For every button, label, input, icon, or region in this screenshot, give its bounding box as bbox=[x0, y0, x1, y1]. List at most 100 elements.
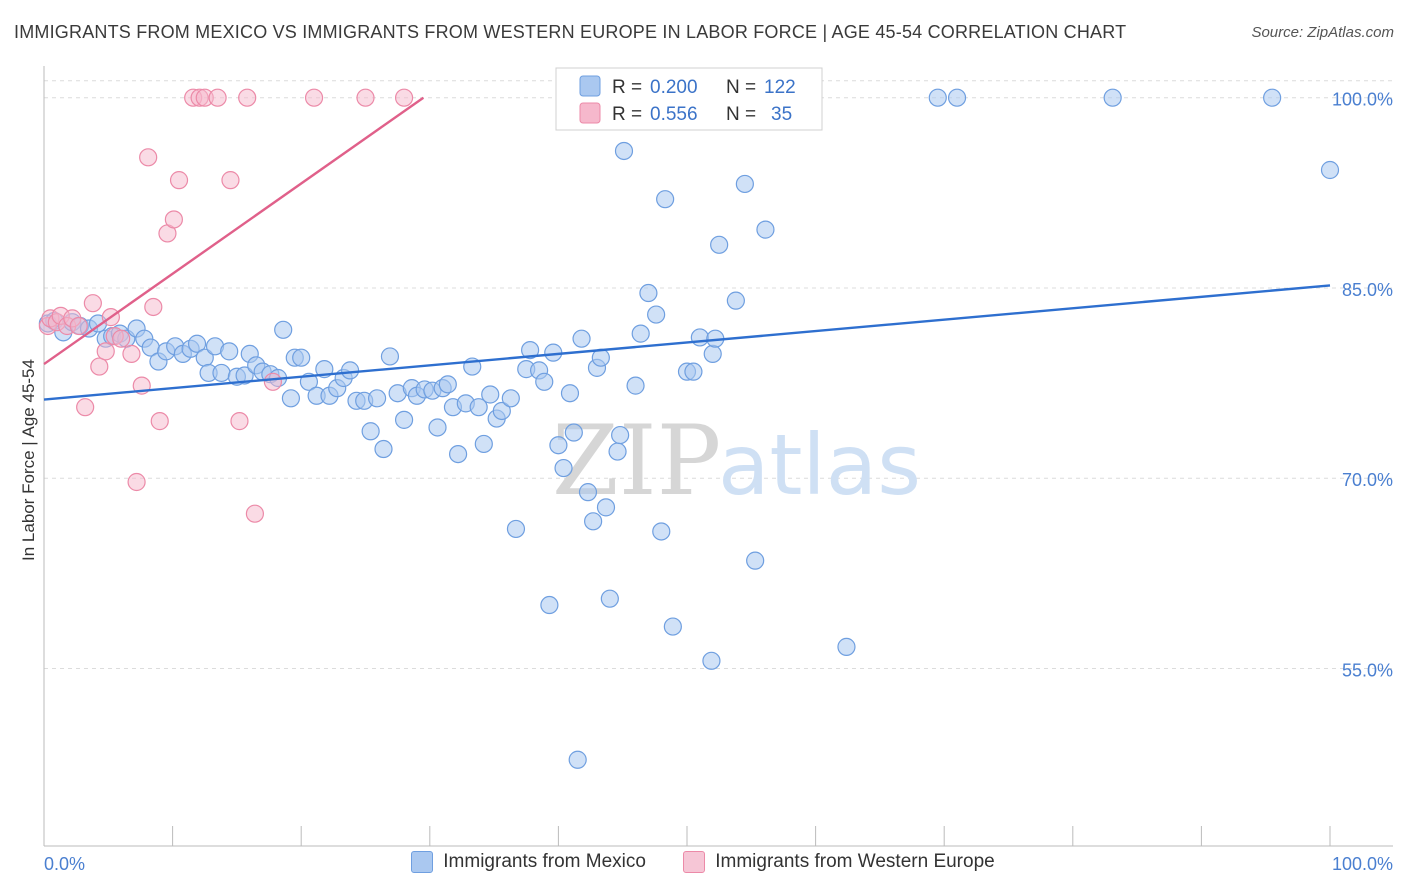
point-mexico-107 bbox=[756, 220, 775, 239]
chart-title: IMMIGRANTS FROM MEXICO VS IMMIGRANTS FRO… bbox=[14, 22, 1127, 42]
point-mexico-86 bbox=[608, 442, 627, 461]
legend-n-label-mexico: N = bbox=[726, 77, 756, 98]
point-mexico-101 bbox=[703, 344, 722, 364]
point-mexico-81 bbox=[584, 512, 603, 531]
point-western-europe-6 bbox=[69, 316, 88, 336]
legend-n-value-western-europe: 35 bbox=[771, 104, 792, 125]
point-mexico-93 bbox=[652, 522, 671, 541]
point-western-europe-31 bbox=[263, 372, 283, 391]
legend-r-value-mexico: 0.200 bbox=[650, 77, 698, 98]
point-mexico-57 bbox=[438, 375, 457, 394]
point-mexico-45 bbox=[361, 422, 380, 441]
point-mexico-84 bbox=[596, 498, 616, 517]
y-tick-labels: 55.0% 70.0% 85.0% 100.0% bbox=[1332, 90, 1393, 681]
x-tick-label-min: 0.0% bbox=[44, 854, 85, 874]
point-mexico-111 bbox=[928, 88, 947, 107]
point-mexico-95 bbox=[663, 617, 682, 636]
bottom-legend: Immigrants from Mexico Immigrants from W… bbox=[0, 851, 1406, 879]
point-western-europe-27 bbox=[221, 171, 240, 190]
point-mexico-32 bbox=[274, 320, 293, 339]
point-mexico-55 bbox=[428, 418, 447, 437]
point-western-europe-19 bbox=[150, 412, 169, 431]
point-mexico-48 bbox=[380, 347, 400, 366]
point-western-europe-33 bbox=[356, 88, 375, 107]
point-mexico-97 bbox=[684, 362, 703, 381]
legend-swatch-mexico bbox=[579, 75, 601, 97]
y-tick-label-0: 55.0% bbox=[1342, 660, 1393, 680]
point-western-europe-13 bbox=[112, 329, 131, 348]
point-western-europe-18 bbox=[144, 297, 163, 317]
legend-swatch-western-europe bbox=[579, 102, 601, 124]
point-mexico-88 bbox=[614, 141, 634, 161]
watermark-atlas: atlas bbox=[718, 416, 921, 514]
point-western-europe-28 bbox=[230, 412, 249, 431]
trend-lines bbox=[43, 96, 1331, 401]
bottom-legend-label-mexico: Immigrants from Mexico bbox=[443, 851, 646, 872]
point-mexico-77 bbox=[560, 384, 580, 403]
point-mexico-67 bbox=[501, 389, 520, 408]
point-mexico-85 bbox=[600, 589, 619, 608]
point-mexico-92 bbox=[647, 305, 666, 324]
point-mexico-104 bbox=[726, 291, 745, 310]
point-mexico-23 bbox=[212, 363, 231, 383]
y-tick-label-2: 85.0% bbox=[1342, 280, 1393, 300]
point-mexico-33 bbox=[281, 389, 301, 408]
point-western-europe-22 bbox=[169, 171, 189, 190]
bottom-legend-swatch-mexico bbox=[411, 851, 434, 873]
point-mexico-50 bbox=[394, 410, 414, 429]
point-mexico-106 bbox=[746, 551, 765, 570]
stats-legend: R = 0.200 N = 122 R = 0.556 N = 35 bbox=[555, 67, 823, 131]
point-western-europe-8 bbox=[83, 294, 102, 313]
point-mexico-112 bbox=[947, 88, 967, 107]
point-western-europe-14 bbox=[122, 344, 141, 364]
point-mexico-87 bbox=[611, 425, 630, 445]
point-mexico-63 bbox=[474, 434, 493, 454]
legend-n-label-western-europe: N = bbox=[726, 104, 756, 125]
point-mexico-46 bbox=[367, 389, 387, 408]
point-mexico-42 bbox=[340, 361, 360, 380]
source-credit: Source: ZipAtlas.com bbox=[1251, 24, 1394, 41]
point-mexico-35 bbox=[292, 348, 311, 367]
trend-line-western-europe bbox=[43, 96, 425, 366]
axes bbox=[43, 66, 1393, 847]
legend-r-label-western-europe: R = bbox=[612, 104, 642, 125]
point-mexico-24 bbox=[220, 342, 239, 361]
legend-r-value-western-europe: 0.556 bbox=[650, 104, 698, 125]
point-mexico-62 bbox=[469, 398, 488, 417]
bottom-legend-label-western-europe: Immigrants from Western Europe bbox=[715, 851, 995, 872]
point-mexico-68 bbox=[506, 519, 526, 539]
point-mexico-100 bbox=[702, 651, 721, 670]
point-mexico-72 bbox=[535, 372, 554, 391]
point-western-europe-17 bbox=[139, 148, 158, 167]
point-mexico-26 bbox=[235, 366, 254, 385]
point-western-europe-32 bbox=[304, 88, 324, 107]
point-western-europe-10 bbox=[96, 342, 115, 361]
point-western-europe-30 bbox=[245, 504, 265, 523]
point-mexico-66 bbox=[492, 401, 511, 421]
point-mexico-98 bbox=[690, 328, 709, 347]
point-western-europe-9 bbox=[90, 357, 109, 376]
point-mexico-90 bbox=[631, 324, 650, 343]
point-mexico-64 bbox=[481, 385, 500, 404]
point-mexico-70 bbox=[521, 340, 540, 360]
point-western-europe-21 bbox=[164, 210, 183, 229]
point-mexico-80 bbox=[578, 483, 598, 502]
x-tick-label-max: 100.0% bbox=[1332, 854, 1393, 874]
watermark-zip: ZIP bbox=[552, 405, 721, 517]
trend-line-mexico bbox=[43, 284, 1331, 401]
point-mexico-78 bbox=[564, 423, 583, 442]
point-mexico-94 bbox=[656, 190, 675, 209]
point-mexico-47 bbox=[374, 439, 393, 459]
point-mexico-103 bbox=[710, 235, 729, 254]
legend-n-value-mexico: 122 bbox=[764, 77, 796, 98]
points-western-europe bbox=[38, 88, 414, 523]
bottom-legend-swatch-western-europe bbox=[683, 851, 706, 873]
point-mexico-89 bbox=[626, 376, 645, 395]
legend-r-label-mexico: R = bbox=[612, 77, 642, 98]
point-mexico-110 bbox=[837, 637, 856, 656]
point-western-europe-7 bbox=[76, 398, 95, 417]
point-mexico-19 bbox=[187, 334, 207, 353]
point-mexico-114 bbox=[1263, 88, 1282, 107]
point-mexico-115 bbox=[1320, 160, 1340, 180]
